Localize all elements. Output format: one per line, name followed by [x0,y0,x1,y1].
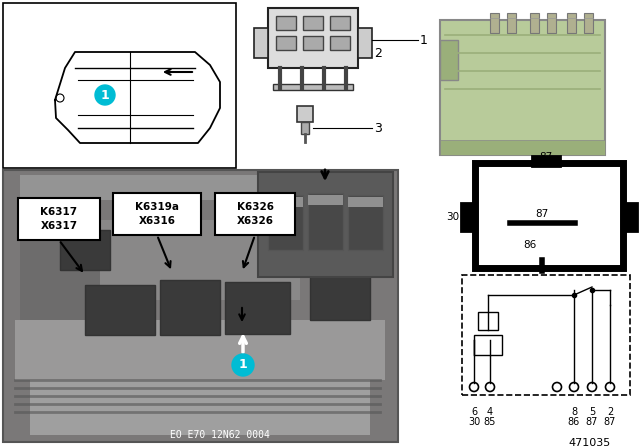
Bar [530,13,539,33]
Text: 8: 8 [571,407,577,417]
Text: K6317
X6317: K6317 X6317 [40,207,77,231]
Bar [623,203,637,231]
Bar [547,13,556,33]
Bar [258,172,393,277]
Text: 30: 30 [446,212,459,222]
Bar [18,198,100,240]
Text: 5: 5 [589,407,595,417]
Bar [276,36,296,50]
Bar [474,335,502,355]
Circle shape [232,354,254,376]
Bar [268,195,303,250]
Bar [30,380,370,435]
Bar [475,163,623,268]
Bar [160,280,220,335]
Bar [532,156,560,166]
Text: K6326
X6326: K6326 X6326 [237,202,273,226]
Bar [215,193,295,235]
Circle shape [95,85,115,105]
Text: 4: 4 [487,407,493,417]
Bar [348,195,383,250]
Text: 1: 1 [239,358,248,371]
Text: 3: 3 [374,121,382,134]
Bar [113,193,201,235]
Bar [348,197,383,207]
Bar [440,20,605,155]
Text: 86: 86 [568,417,580,427]
Bar [462,275,630,395]
Bar [100,220,300,300]
Bar [308,195,343,205]
Text: 471035: 471035 [569,438,611,448]
Text: 86: 86 [524,240,537,250]
Bar [303,36,323,50]
Bar [15,320,385,380]
Bar [60,230,110,270]
Bar [461,203,475,231]
Text: 87: 87 [586,417,598,427]
Bar [254,28,268,58]
Bar [20,200,100,320]
Text: 85: 85 [484,417,496,427]
Bar [440,140,605,155]
Bar [268,8,358,68]
Bar [3,3,236,168]
Bar [273,84,353,90]
Bar [440,40,458,80]
Bar [330,36,350,50]
Bar [310,230,370,320]
Bar [567,13,576,33]
Bar [276,16,296,30]
Text: 87: 87 [540,152,552,162]
Bar [268,197,303,207]
Bar [3,170,398,442]
Text: 2: 2 [607,407,613,417]
Bar [303,16,323,30]
Bar [358,28,372,58]
Bar [301,122,309,134]
Text: 2: 2 [374,47,382,60]
Bar [20,175,370,200]
Text: 1: 1 [100,89,109,102]
Text: 85: 85 [639,212,640,222]
Bar [297,106,313,122]
Bar [85,285,155,335]
Text: 6: 6 [471,407,477,417]
Bar [490,13,499,33]
Bar [330,16,350,30]
Text: K6319a
X6316: K6319a X6316 [135,202,179,226]
Text: 87: 87 [604,417,616,427]
Bar [584,13,593,33]
Text: 87: 87 [536,209,548,219]
Text: EO E70 12N62 0004: EO E70 12N62 0004 [170,430,270,440]
Bar [478,312,498,330]
Text: 30: 30 [468,417,480,427]
Bar [225,282,290,334]
Bar [507,13,516,33]
Text: 1: 1 [420,34,428,47]
Bar [308,193,343,250]
